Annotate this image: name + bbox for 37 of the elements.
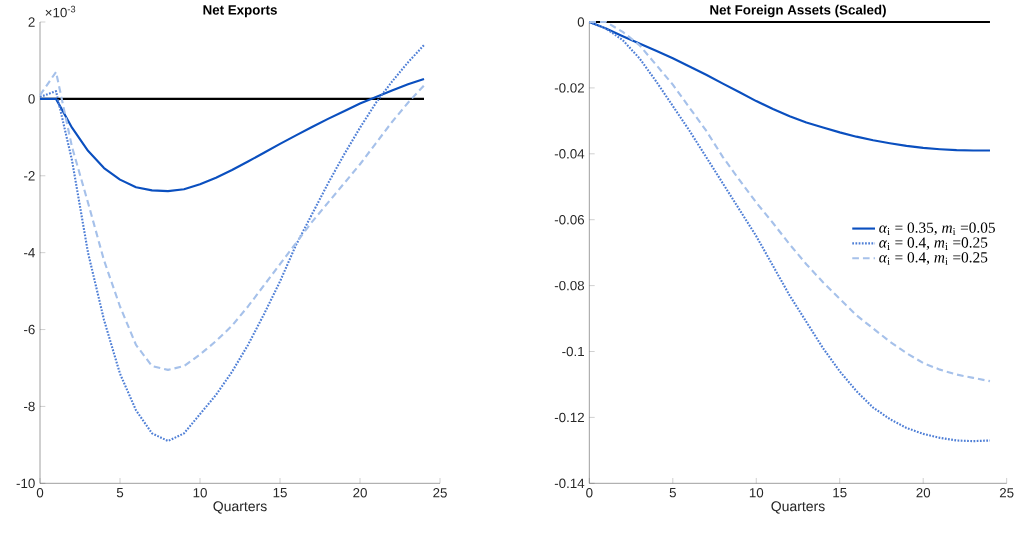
chart-title: Net Foreign Assets (Scaled) [710,4,886,18]
y-tick-label: -0.08 [554,280,585,291]
y-tick-label: -0.14 [554,478,585,489]
y-tick-label: -10 [16,478,35,489]
x-axis-title: Quarters [213,501,267,514]
y-tick-label: -6 [24,324,35,335]
x-tick-label: 20 [916,488,931,498]
y-tick-label: -0.1 [562,346,584,357]
legend-label: α$_{i}$ = 0.35, m$_{i}$ =0.05 [879,222,995,236]
y-tick-label: -4 [24,248,35,258]
x-tick-label: 25 [433,488,447,498]
chart-title: Net Exports [203,5,277,18]
x-tick-label: 25 [999,488,1014,498]
x-tick-label: 0 [36,488,44,498]
y-tick-label: -0.04 [554,149,585,159]
text: ×10$^{-3}$ [45,5,76,18]
legend-label: α$_{i}$ = 0.4, m$_{i}$ =0.25 [879,237,988,250]
x-tick-label: 10 [193,488,207,498]
x-tick-label: 0 [586,488,593,498]
x-tick-label: 20 [353,488,367,498]
x-tick-label: 5 [116,488,124,498]
x-tick-label: 15 [273,488,287,498]
y-tick-label: -2 [24,171,35,181]
y-tick-label: -0.06 [554,214,585,225]
x-axis-title: Quarters [771,501,825,514]
y-tick-label: -0.12 [554,412,584,423]
legend-label: α$_{i}$ = 0.4, m$_{i}$ =0.25 [879,252,988,265]
line-series [38,43,426,443]
y-tick-label: -0.02 [554,83,584,93]
line-series [38,70,426,371]
y-tick-label: 2 [28,17,35,27]
x-tick-label: 10 [749,488,764,498]
x-tick-label: 15 [833,488,847,498]
y-tick-label: -8 [24,401,35,412]
x-tick-label: 5 [669,488,676,498]
y-tick-label: 0 [28,94,35,104]
y-tick-label: 0 [577,17,585,27]
